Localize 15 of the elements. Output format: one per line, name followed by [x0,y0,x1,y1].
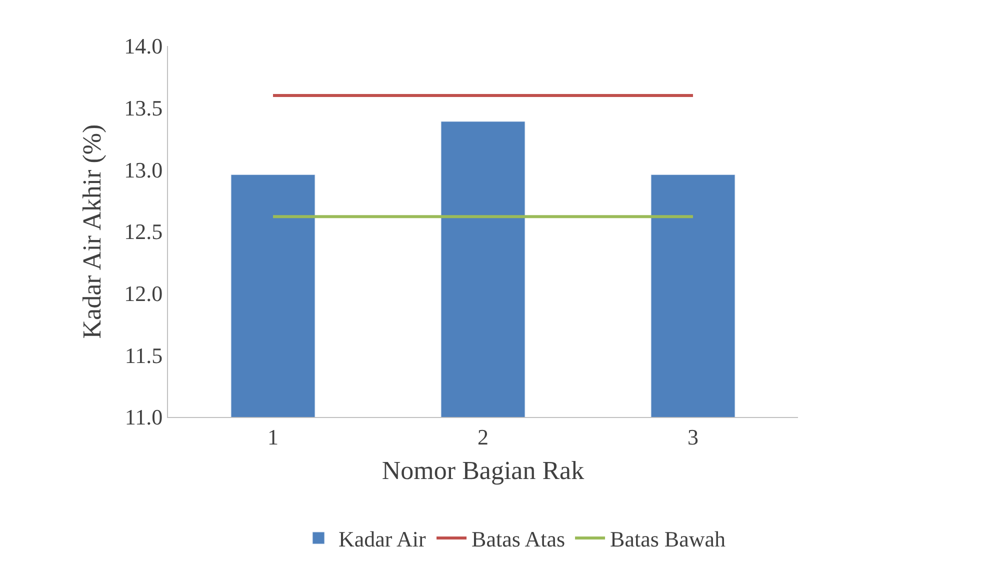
y-tick-label: 11.5 [124,342,163,368]
y-tick-label: 13.0 [124,157,163,182]
legend-label: Batas Bawah [610,526,726,552]
legend-label: Kadar Air [338,526,427,552]
x-tick-label: 1 [268,424,278,450]
y-tick-label: 14.0 [124,34,163,59]
y-axis-title: Kadar Air Akhir (%) [78,124,106,339]
y-tick-label: 11.0 [124,404,163,430]
legend-label: Batas Atas [472,526,566,552]
y-tick-label: 13.5 [124,96,163,121]
x-axis-title: Nomor Bagian Rak [382,456,584,486]
y-tick-label: 12.0 [124,281,163,306]
y-tick-label: 12.5 [124,219,163,244]
x-tick-label: 3 [688,424,698,450]
x-tick-label: 2 [478,424,488,450]
